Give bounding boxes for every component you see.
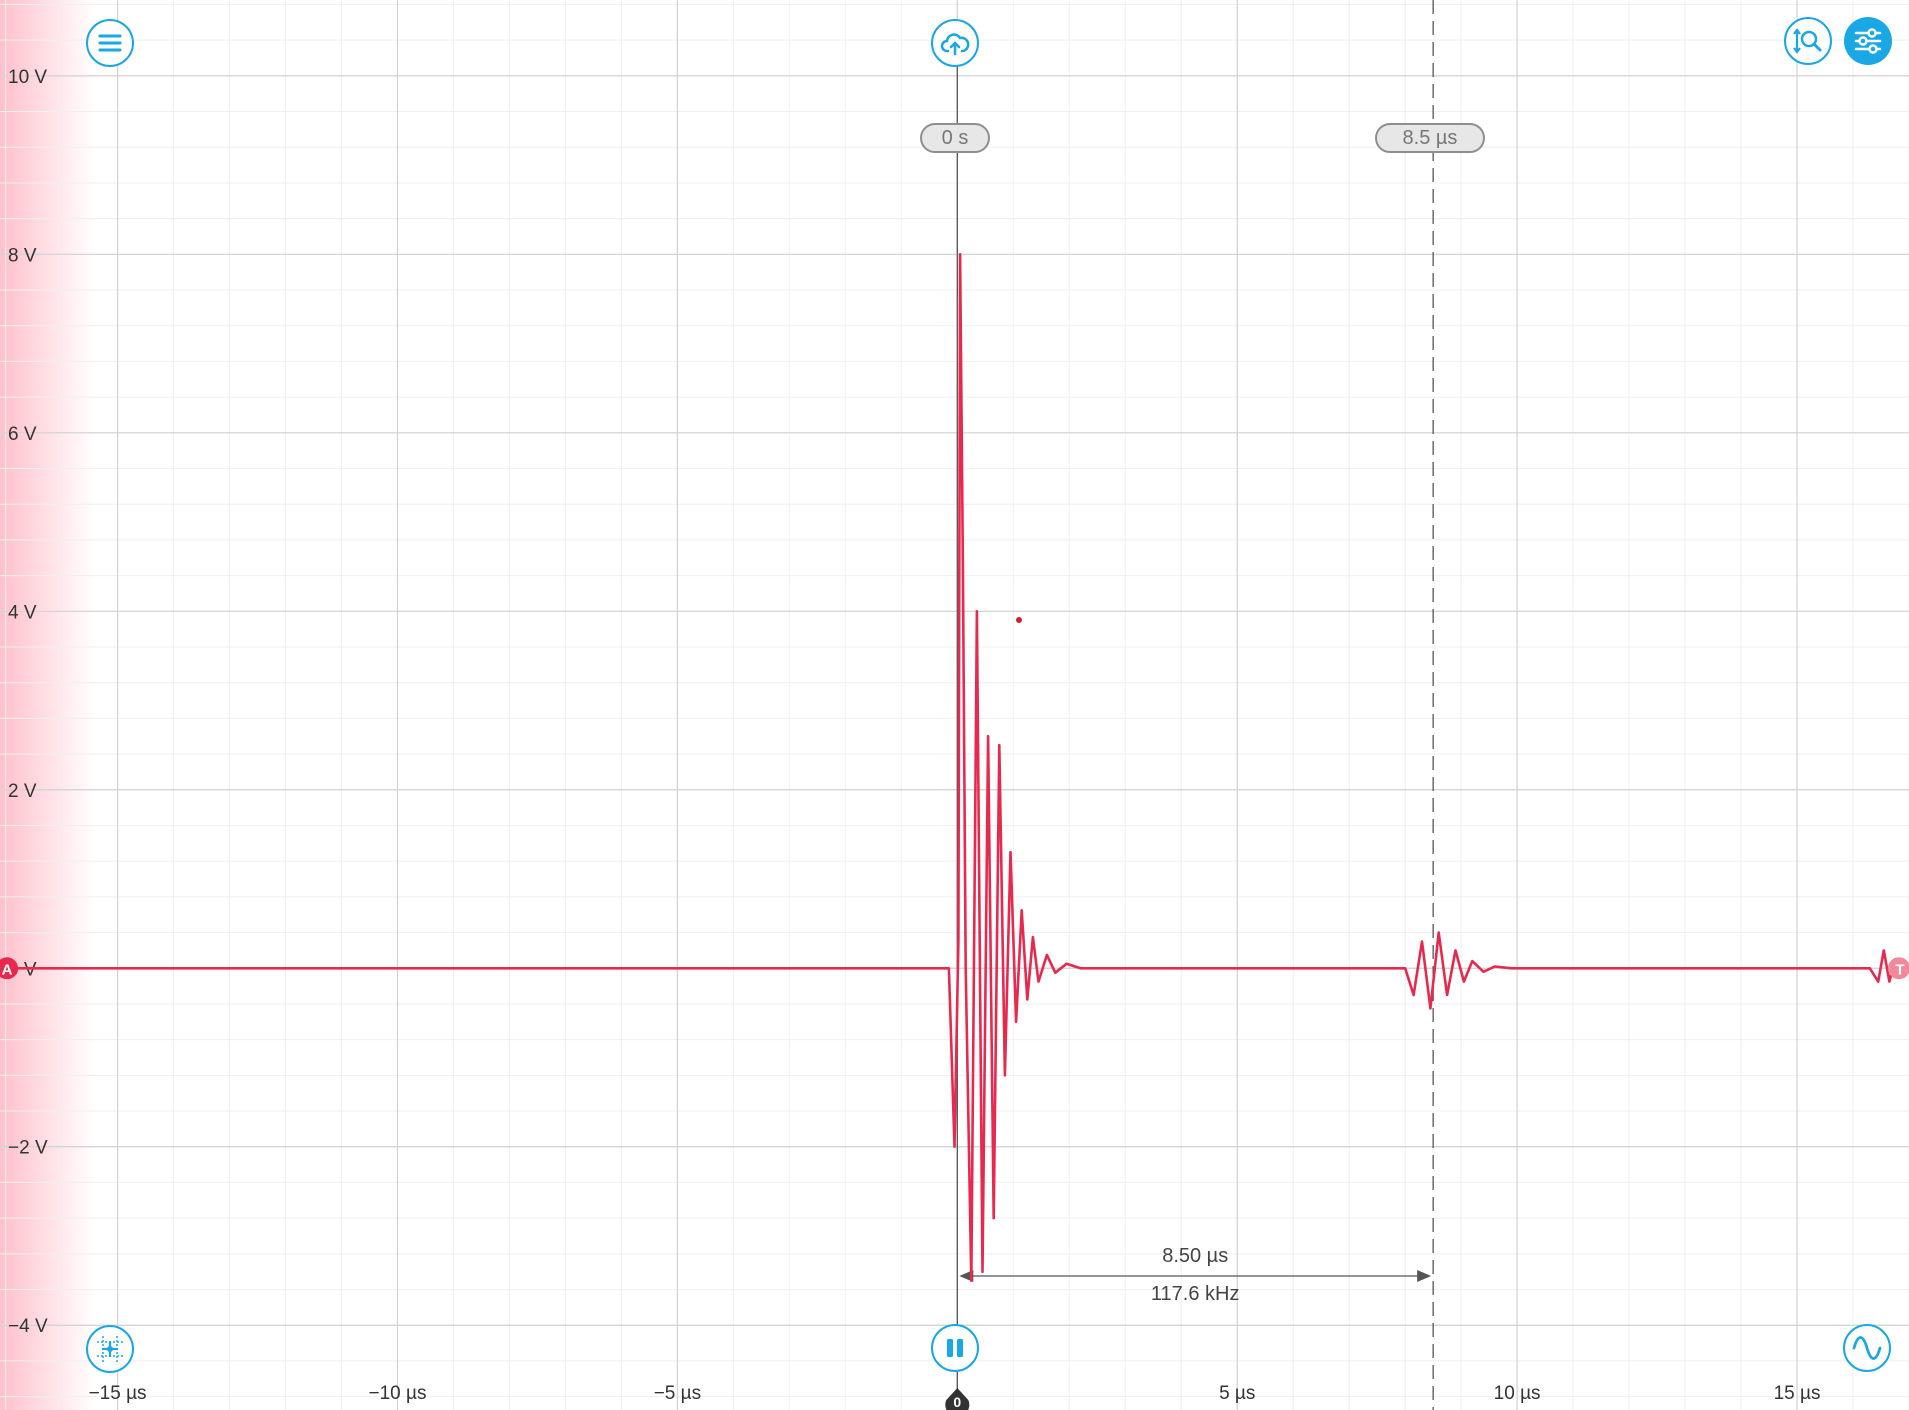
channel-a-marker-label: A <box>2 961 13 978</box>
stray-point <box>1016 617 1022 623</box>
level-markers[interactable]: A T 0 <box>0 957 1909 1410</box>
x-axis-labels: −15 µs −10 µs −5 µs 5 µs 10 µs 15 µs <box>89 1383 1821 1404</box>
y-tick-label: 8 V <box>8 245 37 266</box>
settings-button[interactable] <box>1844 17 1892 65</box>
menu-button[interactable] <box>86 19 134 67</box>
trigger-level-dot <box>1888 957 1909 980</box>
x-tick-label: 5 µs <box>1219 1383 1255 1404</box>
delta-arrow-left <box>959 1270 974 1282</box>
channel-a-offset-marker[interactable]: A <box>0 957 18 980</box>
menu-icon <box>98 34 122 52</box>
trigger-level-marker[interactable]: T <box>1888 957 1909 980</box>
sine-wave-icon <box>1852 1336 1882 1360</box>
y-tick-label: −4 V <box>8 1316 48 1337</box>
y-tick-label: 10 V <box>8 67 47 88</box>
trigger-time-pin <box>945 1388 970 1410</box>
trigger-time-label: 0 <box>953 1394 961 1410</box>
trigger-level-label: T <box>1895 961 1904 978</box>
x-tick-label: 15 µs <box>1774 1383 1821 1404</box>
delta-arrow-right <box>1417 1270 1432 1282</box>
x-tick-label: −10 µs <box>368 1383 426 1404</box>
cursor1-handle[interactable]: 0 s <box>920 123 990 153</box>
vertical-zoom-button[interactable] <box>1784 17 1832 65</box>
x-tick-label: 10 µs <box>1494 1383 1541 1404</box>
y-axis-labels: 10 V8 V6 V4 V2 V0 V−2 V−4 V <box>8 67 48 1337</box>
cursor2-handle[interactable]: 8.5 µs <box>1375 123 1485 153</box>
y-tick-label: 6 V <box>8 424 37 445</box>
upload-button[interactable] <box>931 19 979 67</box>
waveform-button[interactable] <box>1843 1324 1891 1372</box>
frequency-label: 117.6 kHz <box>1151 1283 1240 1305</box>
trace-line <box>0 253 1909 1282</box>
y-tick-label: 2 V <box>8 781 37 802</box>
y-tick-label: −2 V <box>8 1138 48 1159</box>
cursor-tool-button[interactable] <box>86 1325 134 1373</box>
pause-icon <box>947 1339 963 1357</box>
x-tick-label: −15 µs <box>89 1383 147 1404</box>
channel-a-trace <box>0 253 1909 1282</box>
time-cursors <box>956 0 1434 1410</box>
y-tick-label: 4 V <box>8 602 37 623</box>
delta-time-label: 8.50 µs <box>1162 1245 1228 1267</box>
crosshair-icon <box>97 1336 123 1362</box>
trigger-time-marker[interactable]: 0 <box>945 1388 970 1410</box>
x-tick-label: −5 µs <box>654 1383 701 1404</box>
pause-button[interactable] <box>931 1324 979 1372</box>
offscreen-region-shading <box>0 0 95 1410</box>
cloud-upload-icon <box>940 33 970 56</box>
sliders-icon <box>1854 28 1882 54</box>
vertical-zoom-icon <box>1793 28 1822 54</box>
delta-measurement: 8.50 µs 117.6 kHz <box>959 1245 1432 1305</box>
channel-a-marker-dot <box>0 957 18 980</box>
